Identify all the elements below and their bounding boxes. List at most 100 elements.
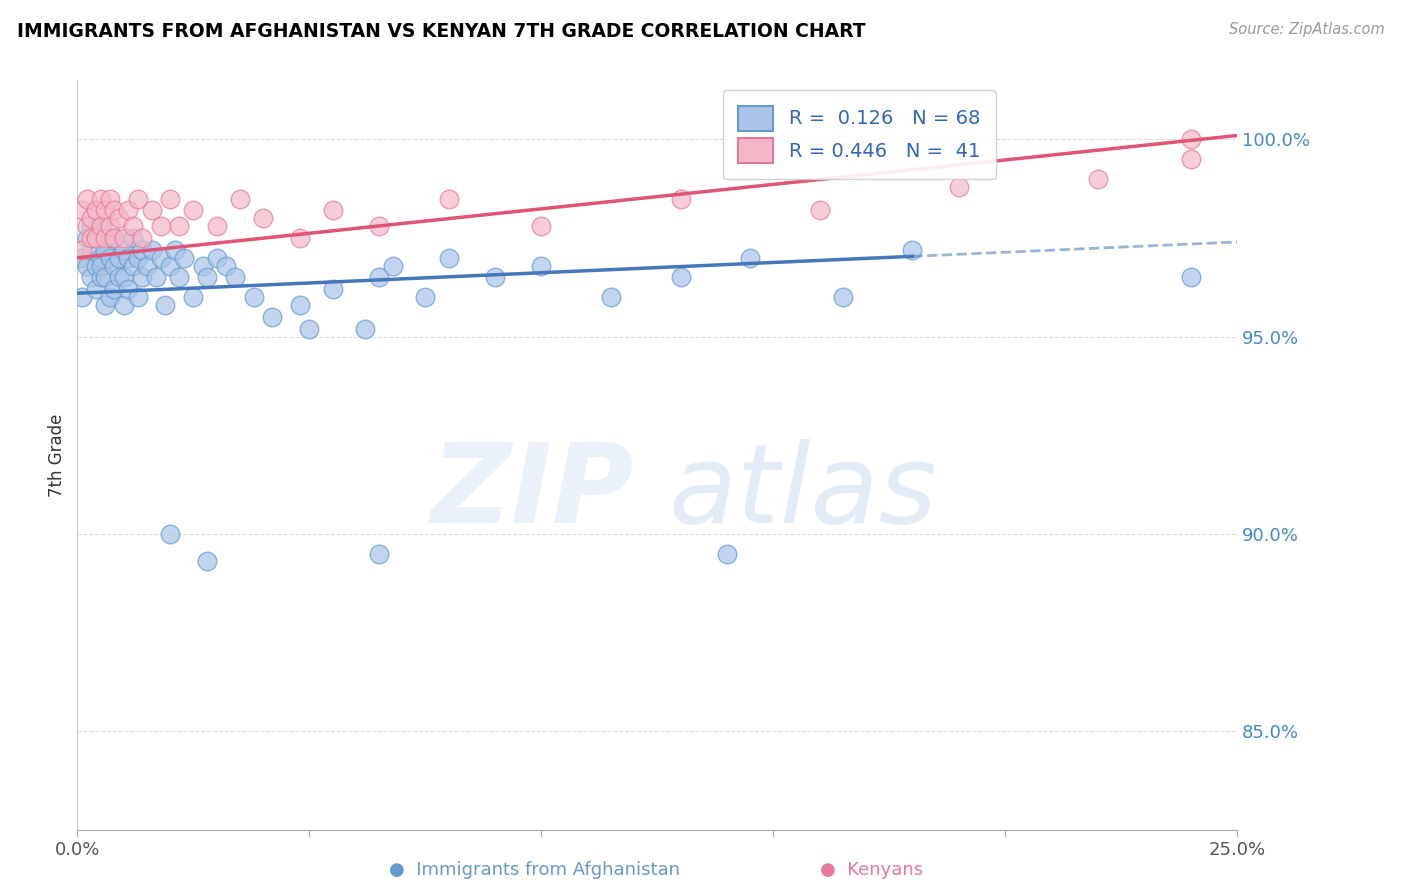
Point (215, 259, 238, 273)
Point (84, 231, 107, 245)
Point (90, 251, 111, 265)
Point (108, 251, 131, 265)
Point (224, 270, 246, 285)
Point (131, 270, 153, 285)
Point (808, 203, 831, 218)
Point (135, 259, 157, 273)
Point (76, 231, 98, 245)
Point (103, 282, 125, 296)
Point (368, 270, 391, 285)
Point (94, 203, 117, 218)
Point (70, 203, 93, 218)
Point (108, 211, 131, 226)
Point (76, 219, 98, 234)
Point (368, 219, 391, 234)
Point (112, 231, 135, 245)
Point (149, 219, 172, 234)
Point (321, 282, 344, 296)
Point (437, 251, 460, 265)
Point (173, 251, 195, 265)
Point (76, 259, 98, 273)
Text: atlas: atlas (669, 439, 938, 546)
Point (98, 192, 121, 206)
Point (122, 219, 145, 234)
Text: IMMIGRANTS FROM AFGHANISTAN VS KENYAN 7TH GRADE CORRELATION CHART: IMMIGRANTS FROM AFGHANISTAN VS KENYAN 7T… (17, 22, 866, 41)
Point (354, 322, 377, 336)
Point (108, 270, 131, 285)
Point (183, 203, 205, 218)
Text: ●  Kenyans: ● Kenyans (820, 861, 924, 879)
Point (145, 270, 167, 285)
Point (901, 243, 924, 257)
Point (131, 231, 153, 245)
Point (191, 259, 214, 273)
Point (117, 203, 139, 218)
Point (141, 243, 163, 257)
Text: ZIP: ZIP (430, 439, 634, 546)
Point (70, 290, 93, 304)
Point (1087, 172, 1109, 186)
Point (169, 219, 191, 234)
Point (195, 554, 218, 568)
Point (155, 298, 177, 312)
Point (832, 290, 855, 304)
Point (530, 259, 553, 273)
Point (80, 231, 103, 245)
Point (298, 322, 321, 336)
Point (117, 282, 139, 296)
Point (169, 270, 191, 285)
Point (90, 270, 111, 285)
Point (98, 231, 121, 245)
Point (84, 231, 107, 245)
Point (90, 219, 111, 234)
Y-axis label: 7th Grade: 7th Grade (48, 413, 66, 497)
Point (484, 270, 506, 285)
Point (90, 219, 111, 234)
Point (321, 203, 344, 218)
Point (131, 243, 153, 257)
Point (84, 259, 107, 273)
Point (530, 219, 553, 234)
Point (948, 179, 970, 194)
Point (84, 282, 107, 296)
Point (242, 290, 264, 304)
Point (80, 243, 103, 257)
Point (228, 192, 252, 206)
Point (1180, 152, 1202, 166)
Point (90, 259, 111, 273)
Point (183, 290, 205, 304)
Point (80, 211, 103, 226)
Point (205, 251, 228, 265)
Text: Source: ZipAtlas.com: Source: ZipAtlas.com (1229, 22, 1385, 37)
Point (413, 290, 436, 304)
Point (195, 270, 218, 285)
Point (90, 192, 111, 206)
Point (122, 259, 145, 273)
Point (94, 298, 117, 312)
Point (94, 270, 117, 285)
Point (103, 259, 125, 273)
Point (94, 243, 117, 257)
Point (103, 231, 125, 245)
Point (437, 192, 460, 206)
Point (159, 259, 181, 273)
Point (117, 251, 139, 265)
Point (127, 192, 149, 206)
Point (381, 259, 404, 273)
Point (368, 547, 391, 561)
Point (288, 298, 311, 312)
Point (163, 243, 186, 257)
Point (141, 203, 163, 218)
Point (669, 270, 692, 285)
Point (600, 290, 623, 304)
Point (1180, 270, 1202, 285)
Point (149, 251, 172, 265)
Point (205, 219, 228, 234)
Point (94, 231, 117, 245)
Point (70, 243, 93, 257)
Point (112, 298, 135, 312)
Point (98, 219, 121, 234)
Point (127, 290, 149, 304)
Point (112, 270, 135, 285)
Text: ●  Immigrants from Afghanistan: ● Immigrants from Afghanistan (389, 861, 679, 879)
